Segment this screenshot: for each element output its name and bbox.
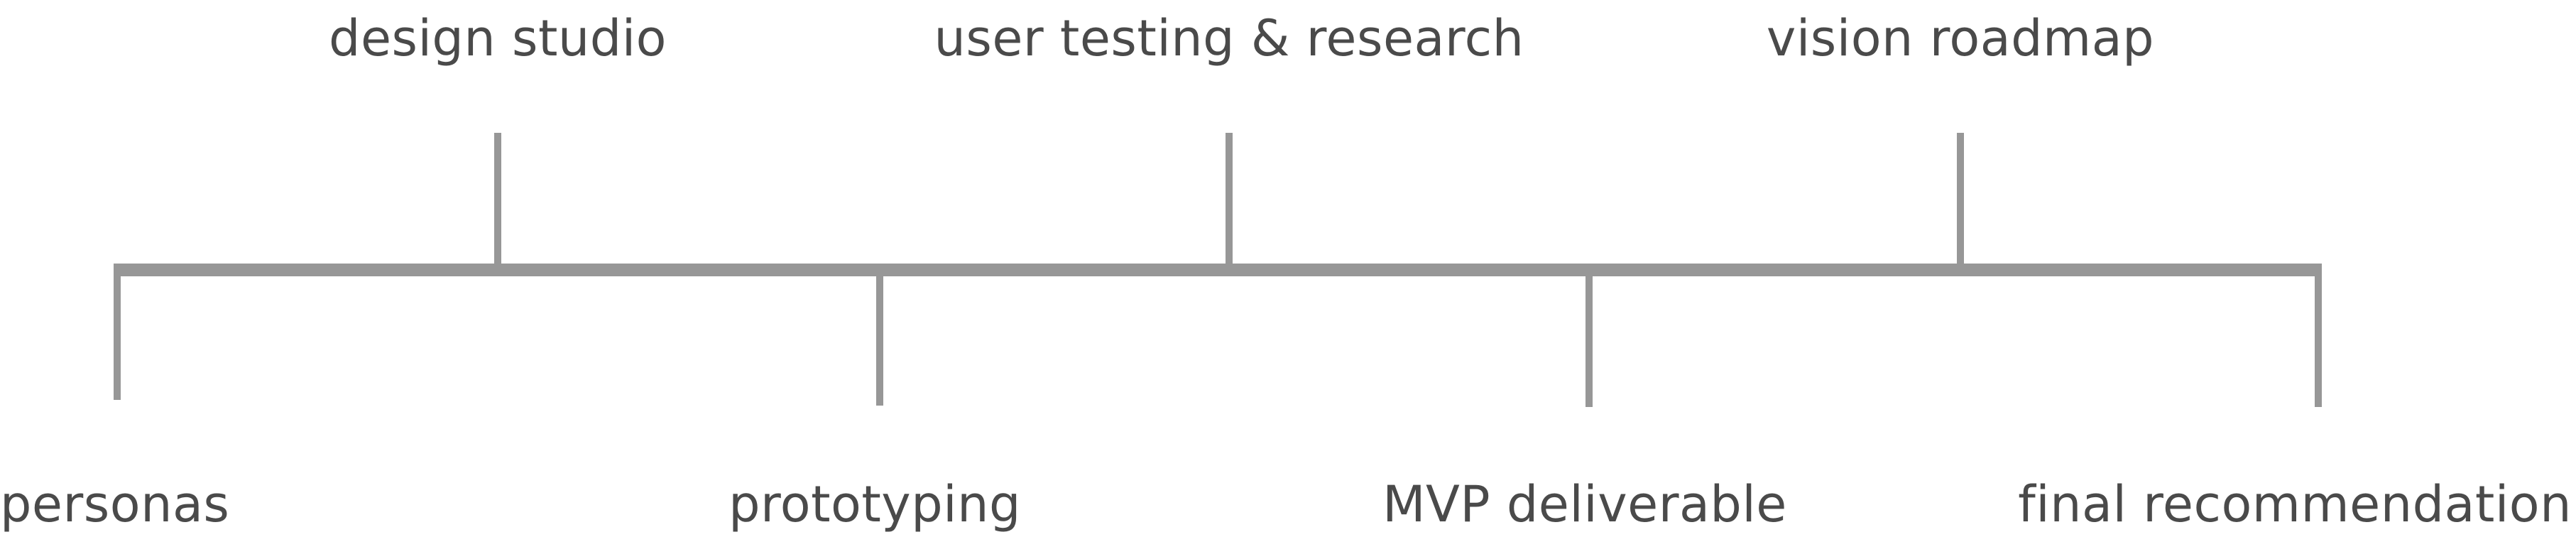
tick-design-studio xyxy=(494,133,501,268)
tick-user-testing-research xyxy=(1226,133,1233,268)
tick-personas xyxy=(114,272,121,400)
tick-final-recommendation xyxy=(2315,272,2322,407)
tick-prototyping xyxy=(876,272,883,406)
milestone-label-user-testing-research: user testing & research xyxy=(934,9,1524,67)
tick-vision-roadmap xyxy=(1957,133,1964,268)
timeline-axis xyxy=(114,264,2322,276)
milestone-label-design-studio: design studio xyxy=(329,9,667,67)
milestone-label-personas: personas xyxy=(0,475,230,533)
milestone-label-mvp-deliverable: MVP deliverable xyxy=(1382,475,1787,533)
milestone-label-final-recommendation: final recommendation xyxy=(2018,475,2572,533)
milestone-label-prototyping: prototyping xyxy=(728,475,1021,533)
tick-mvp-deliverable xyxy=(1586,272,1593,407)
milestone-label-vision-roadmap: vision roadmap xyxy=(1766,9,2155,67)
